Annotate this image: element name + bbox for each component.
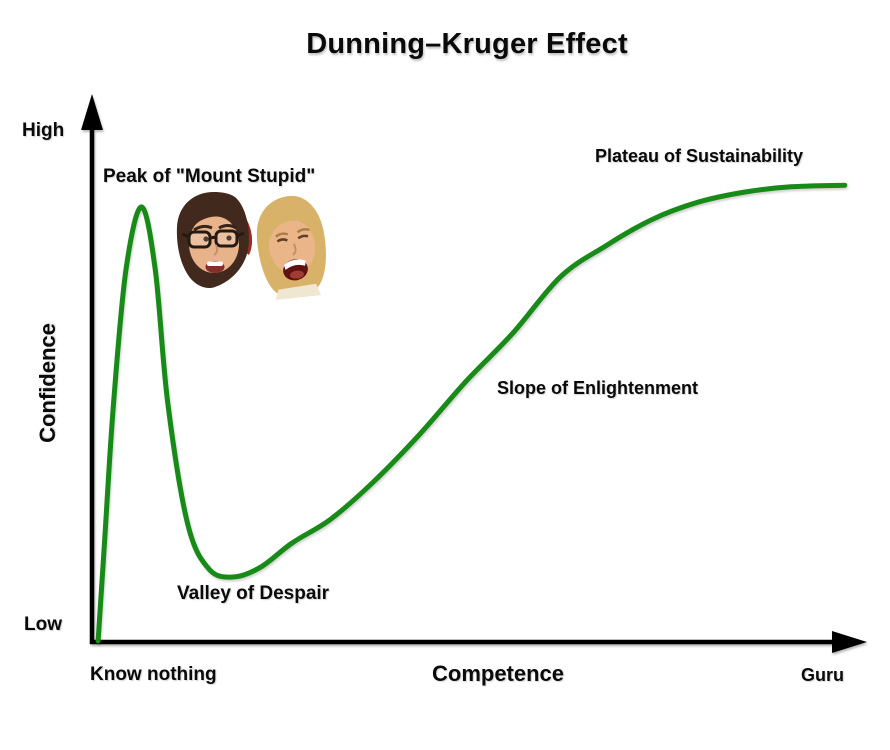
x-axis-label: Competence <box>432 661 565 686</box>
x-axis-arrowhead-icon <box>832 631 867 653</box>
peak-face-left-brunette-glasses <box>176 192 253 289</box>
y-axis-arrowhead-icon <box>81 94 103 130</box>
annotation-slope: Slope of Enlightenment <box>497 378 698 398</box>
x-tick-max-label: Guru <box>801 665 844 685</box>
peak-face-right-blonde-shouting <box>256 195 326 301</box>
dk-curve <box>95 182 848 644</box>
annotation-plateau: Plateau of Sustainability <box>595 146 804 166</box>
axes <box>81 94 867 653</box>
y-tick-low-label: Low <box>24 614 62 635</box>
annotation-valley: Valley of Despair <box>177 583 330 604</box>
page-title: Dunning–Kruger Effect <box>306 28 628 60</box>
x-tick-min-label: Know nothing <box>90 664 217 685</box>
y-tick-high-label: High <box>22 120 65 141</box>
y-axis-label: Confidence <box>35 323 60 443</box>
annotation-peak: Peak of "Mount Stupid" <box>103 166 316 187</box>
